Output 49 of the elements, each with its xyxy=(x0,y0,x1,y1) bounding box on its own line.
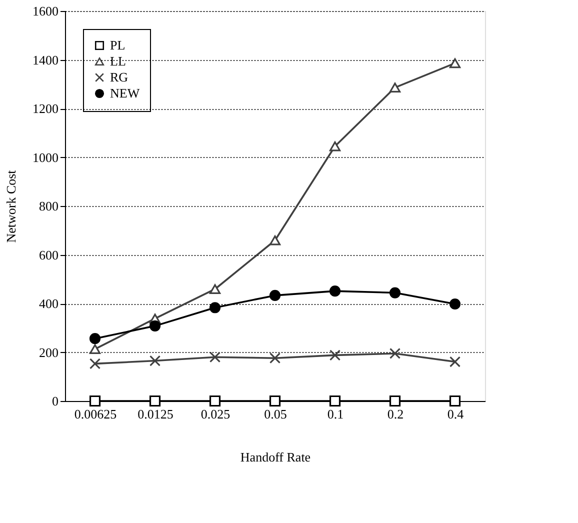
point xyxy=(89,395,101,407)
x-tick-label: 0.0125 xyxy=(138,406,174,422)
point xyxy=(329,286,341,297)
point xyxy=(89,344,101,354)
x-tick-label: 0.2 xyxy=(387,406,404,422)
point xyxy=(389,82,401,92)
point xyxy=(449,395,461,407)
point xyxy=(389,348,401,360)
x-tick-label: 0.025 xyxy=(200,406,230,422)
y-tick-label: 1200 xyxy=(32,101,58,116)
point xyxy=(389,395,401,407)
point xyxy=(269,235,281,246)
point xyxy=(149,320,161,332)
point xyxy=(209,395,221,407)
y-tick-label: 600 xyxy=(39,247,58,262)
legend-label: PL xyxy=(110,38,126,52)
point xyxy=(329,350,341,361)
point xyxy=(449,58,461,68)
x-tick-label: 0.1 xyxy=(327,406,344,422)
point xyxy=(149,395,161,407)
point xyxy=(89,333,101,344)
point xyxy=(269,395,281,407)
point xyxy=(209,302,221,314)
y-tick-label: 1600 xyxy=(32,4,58,18)
y-axis-title: Network Cost xyxy=(4,170,18,243)
x-tick-label: 0.4 xyxy=(447,406,464,422)
x-tick-label: 0.00625 xyxy=(74,406,117,422)
y-tick-label: 0 xyxy=(52,394,58,408)
point xyxy=(209,284,221,294)
legend-label: LL xyxy=(110,54,126,68)
point xyxy=(209,352,221,363)
point xyxy=(149,355,161,366)
point xyxy=(329,141,341,152)
point xyxy=(269,290,281,301)
point xyxy=(389,287,401,298)
legend-label: NEW xyxy=(110,86,140,100)
legend-label: RG xyxy=(110,70,128,84)
point xyxy=(449,356,461,368)
point xyxy=(269,352,281,364)
x-axis-title: Handoff Rate xyxy=(240,450,311,464)
point xyxy=(89,358,101,370)
y-tick-label: 1000 xyxy=(32,150,58,165)
point xyxy=(449,298,461,310)
y-tick-label: 400 xyxy=(39,296,58,311)
point xyxy=(329,395,341,407)
y-tick-label: 800 xyxy=(39,198,58,214)
y-tick-label: 1400 xyxy=(32,52,58,68)
y-tick-label: 200 xyxy=(39,344,58,360)
x-tick-label: 0.05 xyxy=(264,406,287,422)
